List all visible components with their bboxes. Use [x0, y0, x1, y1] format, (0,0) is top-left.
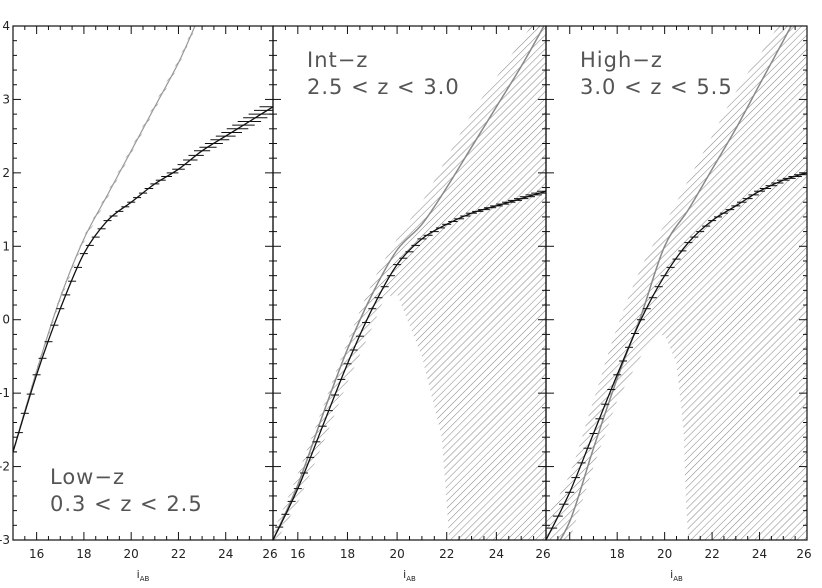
plot-area: [13, 26, 273, 456]
x-tick-label: 20: [124, 547, 139, 561]
x-tick-label: 26: [796, 547, 811, 561]
axes-frame: [12, 25, 274, 541]
y-tick-label: -2: [0, 460, 10, 474]
panel-label-line-1: High−z: [580, 48, 663, 72]
series-1-line: [559, 26, 793, 540]
panel-label-line-1: Int−z: [307, 48, 368, 72]
x-axis-label: iAB: [670, 568, 683, 583]
x-tick-label: 24: [489, 547, 504, 561]
x-tick-label: 20: [657, 547, 672, 561]
x-tick-label: 26: [535, 547, 550, 561]
x-tick-label: 24: [218, 547, 233, 561]
y-tick-label: 4: [2, 19, 10, 33]
x-tick-label: 18: [610, 547, 625, 561]
hatched-band: [546, 26, 807, 540]
panel-label-line-2: 2.5 < z < 3.0: [307, 75, 460, 99]
panel-3: 18 20 22 24 26 iAB High−z 3.0 < z < 5.5: [545, 25, 812, 583]
series-1-line: [13, 26, 196, 453]
y-tick-label: 1: [2, 239, 10, 253]
y-tick-label: 0: [2, 313, 10, 327]
hatched-band: [13, 26, 195, 456]
x-tick-label: 18: [340, 547, 355, 561]
series-2-line: [546, 172, 807, 540]
series-1-line: [273, 26, 545, 540]
y-tick-label: -3: [0, 533, 10, 547]
panel-label-line-1: Low−z: [50, 465, 125, 489]
panel-label-line-2: 3.0 < z < 5.5: [580, 75, 733, 99]
x-tick-label: 16: [29, 547, 44, 561]
x-tick-label: 16: [290, 547, 305, 561]
panel-1: 16 18 20 22 24 26 4 3 2 1 0 -1 -2 -3 iAB Low−z 0.3 < z <…: [0, 19, 278, 583]
y-tick-label: -1: [0, 386, 10, 400]
panel-label-line-2: 0.3 < z < 2.5: [50, 492, 203, 516]
x-tick-label: 20: [389, 547, 404, 561]
x-tick-label: 22: [704, 547, 719, 561]
y-tick-label: 3: [2, 92, 10, 106]
series-2-line: [13, 106, 273, 453]
x-tick-label: 26: [262, 547, 277, 561]
x-tick-label: 22: [171, 547, 186, 561]
y-tick-label: 2: [2, 166, 10, 180]
plot-area: [273, 26, 546, 540]
x-tick-label: 24: [752, 547, 767, 561]
x-axis-label: iAB: [403, 568, 416, 583]
hatched-band: [273, 26, 546, 540]
x-tick-label: 18: [76, 547, 91, 561]
x-axis-label: iAB: [137, 568, 150, 583]
plot-area: [546, 26, 807, 540]
x-tick-label: 22: [439, 547, 454, 561]
panel-2: 16 18 20 22 24 26 iAB Int−z 2.5 < z < 3.0: [272, 25, 551, 583]
